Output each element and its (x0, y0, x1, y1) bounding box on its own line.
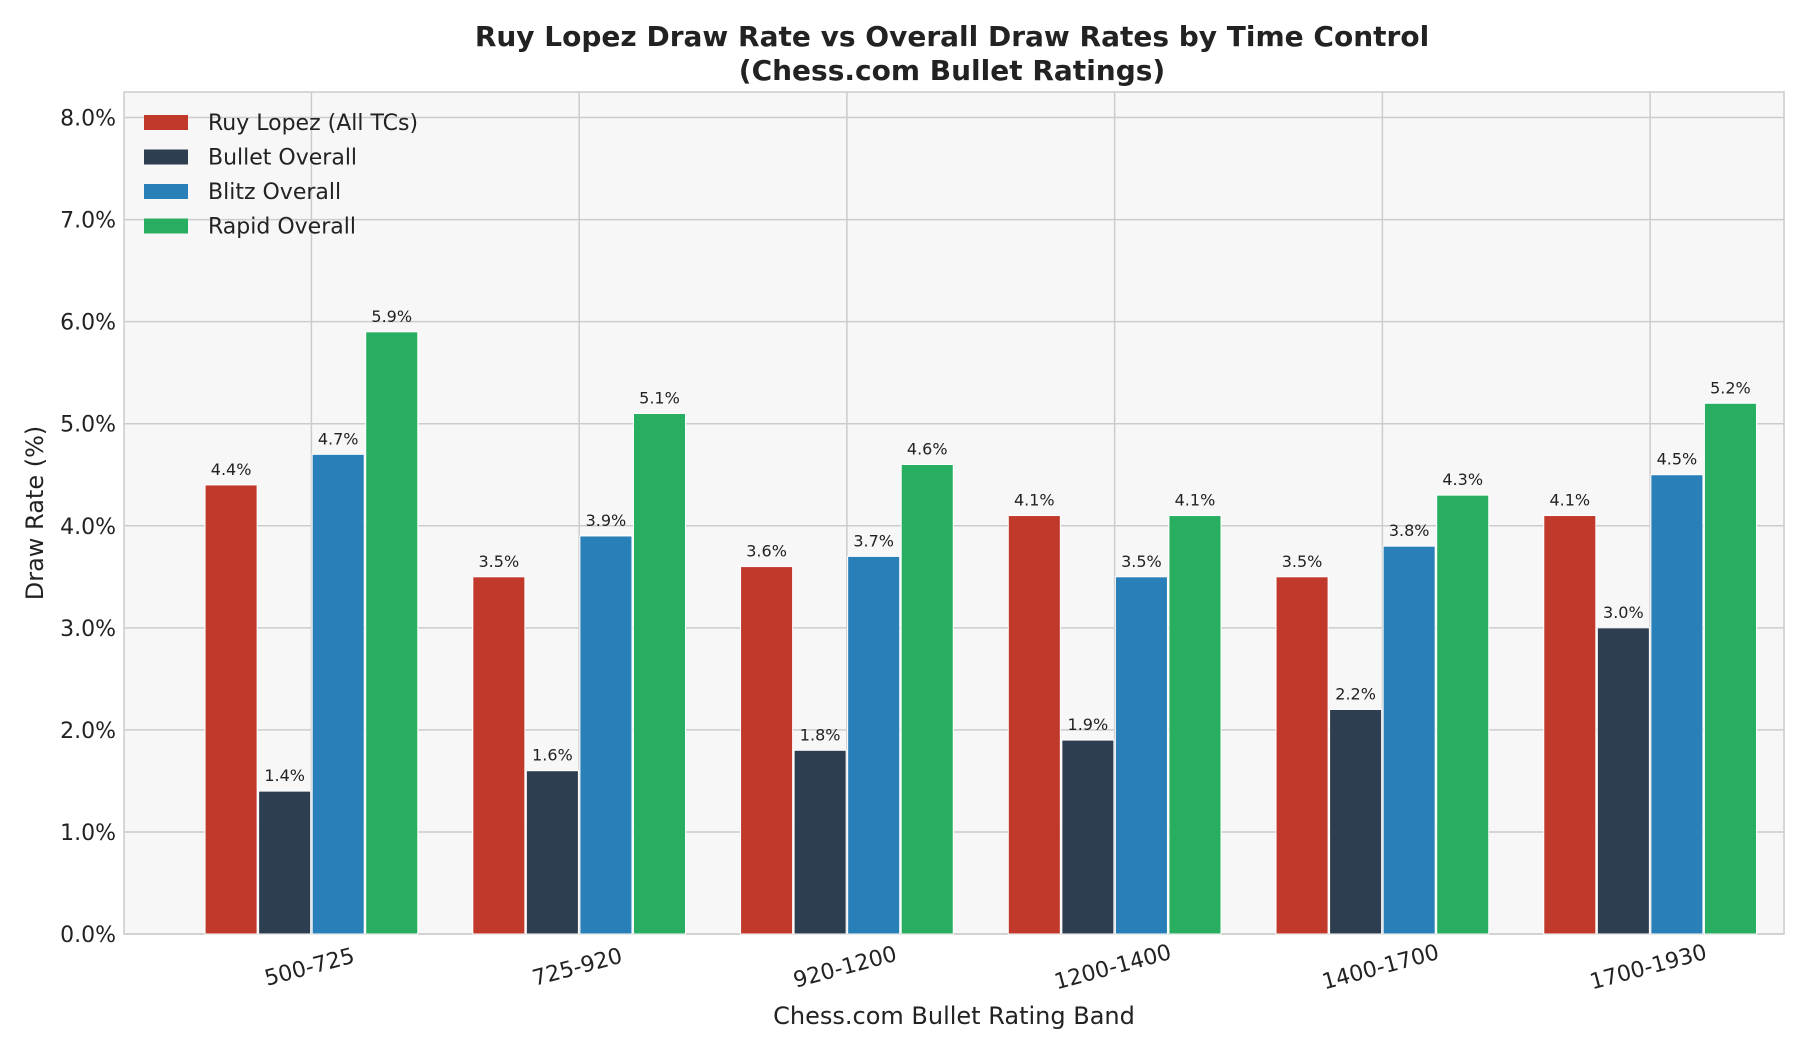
data-label: 4.6% (907, 440, 948, 459)
bar (204, 484, 258, 935)
data-label: 3.5% (479, 552, 520, 571)
data-labels: 4.4% 3.5% 3.6% 4.1% 3.5% 4.1% 1.4% 1.6% 1.8% 1.9%… (211, 307, 1751, 785)
chart-subtitle: (Chess.com Bullet Ratings) (739, 54, 1165, 87)
bar (1275, 576, 1329, 935)
x-tick-label: 1400-1700 (1320, 940, 1442, 995)
x-axis-ticks: 500-725 725-920 920-1200 1200-1400 1400-1700… (262, 940, 1709, 995)
x-tick-label: 1200-1400 (1052, 940, 1174, 995)
data-label: 4.1% (1549, 491, 1590, 510)
x-tick-label: 725-920 (530, 944, 625, 992)
legend-swatch (144, 218, 188, 234)
legend-entry: Ruy Lopez (All TCs) (208, 111, 418, 136)
data-label: 3.0% (1603, 603, 1644, 622)
y-tick-label: 2.0% (60, 719, 116, 744)
bar (579, 535, 633, 935)
y-tick-label: 6.0% (60, 311, 116, 336)
y-tick-label: 3.0% (60, 617, 116, 642)
data-label: 3.5% (1282, 552, 1323, 571)
legend-entry: Bullet Overall (208, 146, 357, 171)
data-label: 5.9% (371, 307, 412, 326)
data-label: 5.1% (639, 388, 680, 407)
bar (1382, 545, 1436, 935)
data-label: 3.5% (1121, 552, 1162, 571)
data-label: 3.7% (853, 531, 894, 550)
bar (1168, 515, 1222, 935)
legend-swatch (144, 184, 188, 199)
bar (793, 749, 847, 935)
data-label: 5.2% (1710, 378, 1751, 397)
data-label: 2.2% (1335, 684, 1376, 703)
x-tick-label: 1700-1930 (1587, 940, 1709, 995)
data-label: 3.6% (746, 542, 787, 561)
bar (365, 331, 419, 935)
bar (1329, 708, 1383, 935)
legend-swatch (144, 149, 188, 165)
bar (1436, 494, 1490, 935)
chart-title: Ruy Lopez Draw Rate vs Overall Draw Rate… (475, 20, 1429, 53)
bar (1703, 402, 1757, 935)
bar (1114, 576, 1168, 935)
bar (1543, 515, 1597, 935)
data-label: 4.5% (1657, 450, 1698, 469)
data-label: 1.9% (1068, 715, 1109, 734)
y-tick-label: 1.0% (60, 821, 116, 846)
legend-entry: Blitz Overall (208, 180, 341, 205)
y-axis-ticks: 0.0% 1.0% 2.0% 3.0% 4.0% 5.0% 6.0% 7.0% 8.0% (60, 107, 116, 948)
bar (900, 464, 954, 935)
y-tick-label: 7.0% (60, 209, 116, 234)
data-label: 4.3% (1442, 470, 1483, 489)
bar (1007, 515, 1061, 935)
bar (311, 453, 365, 935)
bar (1061, 739, 1115, 935)
data-label: 3.9% (586, 511, 627, 530)
bar (525, 770, 579, 935)
bars (204, 331, 1757, 935)
y-tick-label: 5.0% (60, 413, 116, 438)
data-label: 1.4% (264, 766, 305, 785)
x-axis-label: Chess.com Bullet Rating Band (773, 1002, 1135, 1030)
data-label: 4.1% (1014, 491, 1055, 510)
y-axis-label: Draw Rate (%) (21, 426, 49, 601)
y-tick-label: 0.0% (60, 923, 116, 948)
bar (258, 790, 312, 935)
x-tick-label: 920-1200 (791, 942, 900, 994)
legend-swatch (144, 115, 188, 130)
bar (1650, 474, 1704, 935)
data-label: 4.1% (1175, 491, 1216, 510)
data-label: 3.8% (1389, 521, 1430, 540)
legend-entry: Rapid Overall (208, 215, 356, 240)
y-tick-label: 8.0% (60, 107, 116, 132)
bar (740, 566, 794, 935)
data-label: 4.4% (211, 460, 252, 479)
data-label: 4.7% (318, 429, 359, 448)
bar (847, 555, 901, 935)
bar (1596, 627, 1650, 935)
y-tick-label: 4.0% (60, 515, 116, 540)
bar (472, 576, 526, 935)
legend: Ruy Lopez (All TCs) Bullet Overall Blitz O… (144, 111, 418, 240)
data-label: 1.8% (800, 725, 841, 744)
x-tick-label: 500-725 (262, 944, 357, 992)
data-label: 1.6% (532, 746, 573, 765)
bar (632, 412, 687, 935)
